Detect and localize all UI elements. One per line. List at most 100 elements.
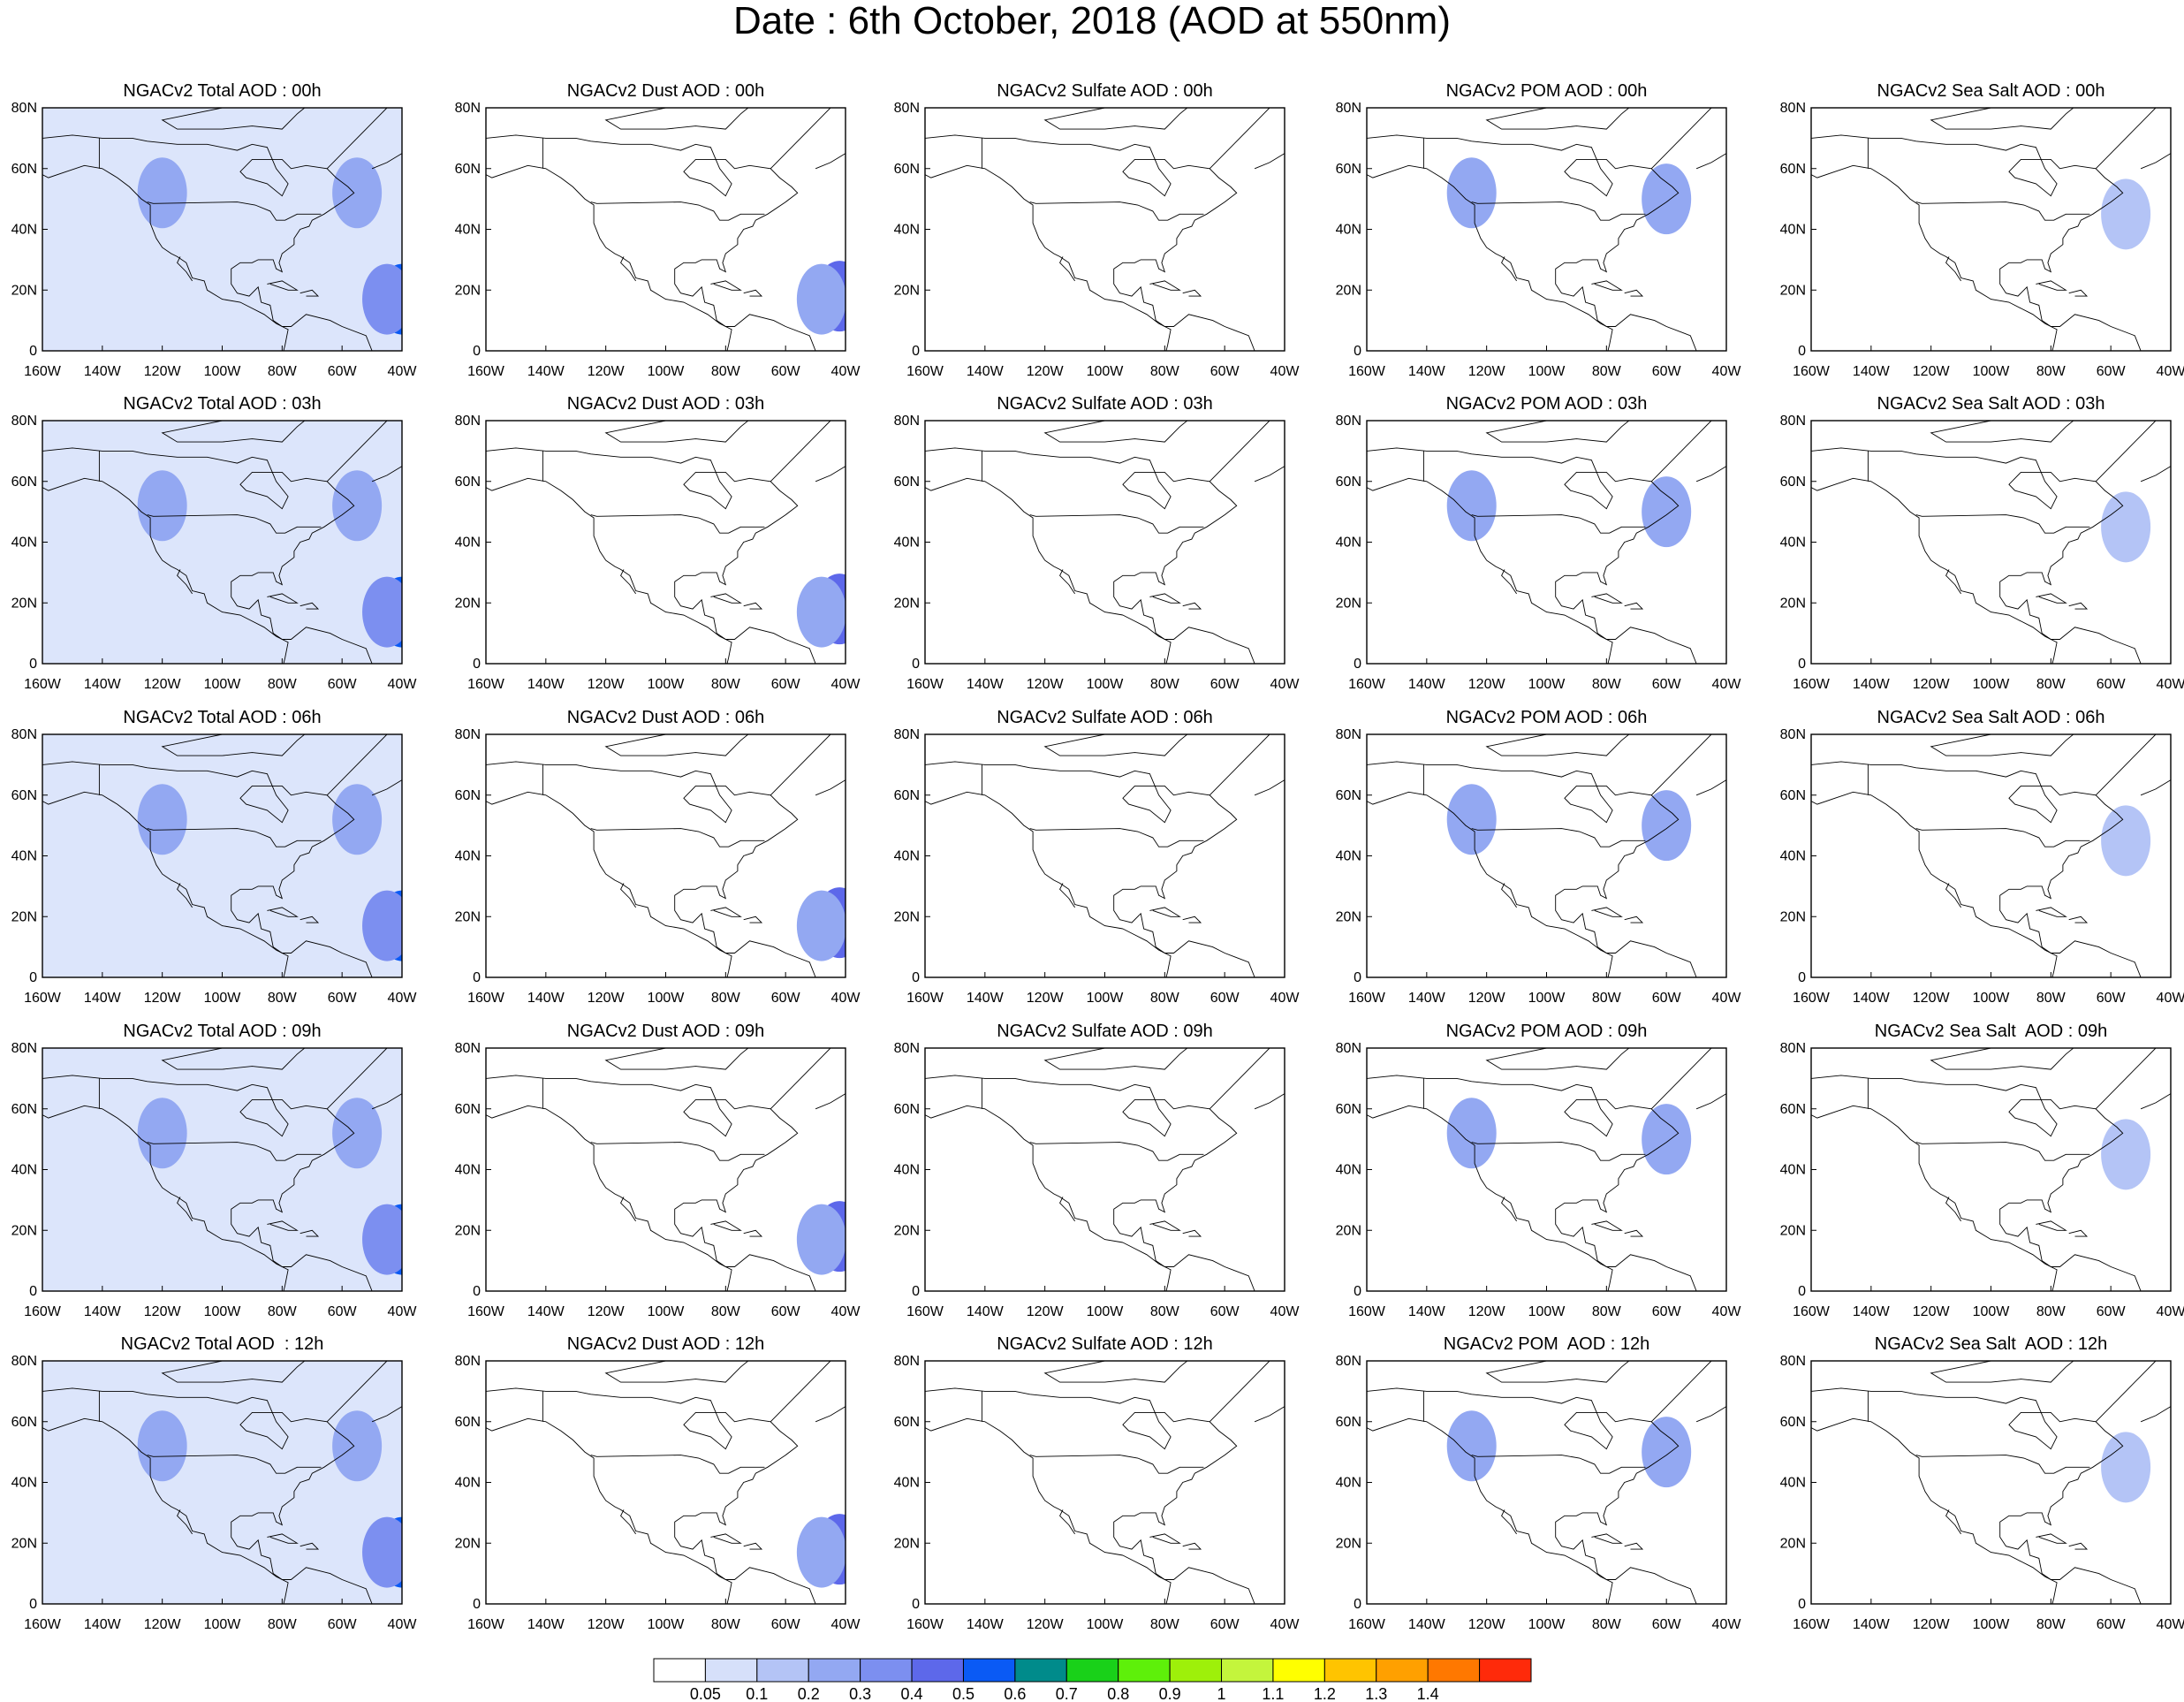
lat-tick-label: 0 (1354, 1284, 1361, 1299)
coastline (371, 1406, 402, 1423)
lon-tick-label: 40W (1270, 677, 1301, 692)
lat-tick-label: 40N (1780, 849, 1806, 864)
coastline (743, 1229, 763, 1237)
lat-tick-label: 20N (11, 909, 37, 924)
lon-tick-label: 40W (831, 1617, 861, 1632)
panel-title: NGACv2 Dust AOD : 00h (566, 81, 765, 101)
lat-tick-label: 40N (455, 223, 481, 238)
coastline (1811, 164, 2058, 351)
lon-tick-label: 40W (1270, 1304, 1301, 1319)
map-panel: 0 20N 40N 60N 80N 160W 140W 120W 100W 80W 60W 40W (894, 101, 1301, 379)
aod-haze (42, 1048, 402, 1291)
coastline (1485, 1361, 1630, 1383)
map-panel: 0 20N 40N 60N 80N 160W 140W 120W 100W 80W 60W 40W (11, 1041, 418, 1319)
lat-tick-label: 80N (894, 101, 920, 116)
coastline (1367, 1387, 1697, 1604)
coastline (2095, 108, 2157, 170)
coastline (2036, 907, 2067, 917)
lon-tick-label: 60W (1210, 1617, 1240, 1632)
colorbar-swatch (1169, 1658, 1223, 1683)
coastline (770, 1048, 831, 1110)
coastline (2140, 466, 2171, 482)
lon-tick-label: 100W (648, 991, 686, 1006)
lon-tick-label: 140W (967, 1617, 1005, 1632)
lon-tick-label: 60W (1652, 1304, 1682, 1319)
lon-tick-label: 40W (1712, 677, 1742, 692)
coastline (1624, 916, 1644, 923)
coastline (590, 514, 765, 534)
lat-tick-label: 0 (1798, 1597, 1806, 1612)
lat-tick-label: 40N (1336, 1476, 1361, 1491)
lat-tick-label: 40N (1780, 223, 1806, 238)
figure-title: Date : 6th October, 2018 (AOD at 550nm) (733, 0, 1451, 42)
coastline (1695, 779, 1726, 796)
lat-tick-label: 0 (1354, 344, 1361, 359)
coastline (1182, 916, 1202, 923)
panel-title: NGACv2 Sea Salt AOD : 03h (1877, 394, 2105, 414)
coastline (1650, 1361, 1712, 1423)
colorbar-label: 0.3 (849, 1685, 871, 1702)
coastline (1591, 280, 1623, 291)
coastline (326, 1048, 388, 1110)
lat-tick-label: 40N (894, 1163, 920, 1178)
lat-tick-label: 60N (455, 1415, 481, 1430)
lon-tick-label: 120W (1468, 991, 1506, 1006)
panel-title: NGACv2 POM AOD : 03h (1445, 394, 1648, 414)
map-frame (485, 420, 846, 665)
coastline (1149, 1533, 1181, 1544)
colorbar-label: 0.7 (1056, 1685, 1078, 1702)
colorbar-swatch (653, 1658, 706, 1683)
lon-tick-label: 160W (1793, 364, 1831, 379)
lon-tick-label: 160W (1348, 991, 1386, 1006)
lat-tick-label: 40N (11, 849, 37, 864)
lon-tick-label: 40W (831, 364, 861, 379)
lon-tick-label: 40W (1712, 1304, 1742, 1319)
colorbar-label: 1.4 (1417, 1685, 1439, 1702)
panel-title: NGACv2 Total AOD : 00h (123, 81, 322, 101)
coastline (1182, 1542, 1202, 1550)
map-panel: 0 20N 40N 60N 80N 160W 140W 120W 100W 80W 60W 40W (1336, 727, 1742, 1006)
coastline (770, 421, 831, 482)
aod-blob (362, 1516, 402, 1588)
lat-tick-label: 0 (473, 970, 481, 985)
coastline (710, 280, 742, 291)
coastline (1254, 153, 1285, 170)
aod-blob (332, 470, 383, 542)
coastline (1811, 134, 2142, 351)
coastline (161, 1361, 306, 1383)
lon-tick-label: 120W (1913, 991, 1951, 1006)
lon-tick-label: 140W (527, 677, 565, 692)
lat-tick-label: 0 (1354, 657, 1361, 672)
lat-tick-label: 0 (29, 970, 37, 985)
colorbar-swatch (1323, 1658, 1377, 1683)
lon-tick-label: 120W (1913, 1617, 1951, 1632)
aod-blob (1642, 476, 1692, 548)
coastline (1471, 828, 1646, 847)
colorbar-swatch (1221, 1658, 1274, 1683)
lat-tick-label: 40N (1780, 536, 1806, 551)
coastline (770, 734, 831, 796)
lon-tick-label: 80W (711, 677, 741, 692)
lat-tick-label: 80N (1780, 1041, 1806, 1056)
coastline (1254, 1406, 1285, 1423)
coastline (1591, 593, 1623, 604)
coastline (815, 466, 846, 482)
lon-tick-label: 120W (1913, 677, 1951, 692)
lon-tick-label: 80W (268, 991, 298, 1006)
lat-tick-label: 80N (11, 101, 37, 116)
lon-tick-label: 100W (1528, 1304, 1566, 1319)
lon-tick-label: 100W (204, 1617, 242, 1632)
coastline (147, 1455, 322, 1474)
coastline (42, 447, 373, 664)
lon-tick-label: 120W (1913, 1304, 1951, 1319)
coastline (2095, 421, 2157, 482)
coastline (1811, 1105, 2058, 1291)
lon-tick-label: 140W (967, 1304, 1005, 1319)
colorbar-label: 0.4 (901, 1685, 923, 1702)
lon-tick-label: 100W (204, 1304, 242, 1319)
coastline (161, 1048, 306, 1070)
lon-tick-label: 40W (831, 1304, 861, 1319)
coastline (1945, 569, 1961, 595)
coastline (604, 734, 749, 756)
coastline (815, 153, 846, 170)
